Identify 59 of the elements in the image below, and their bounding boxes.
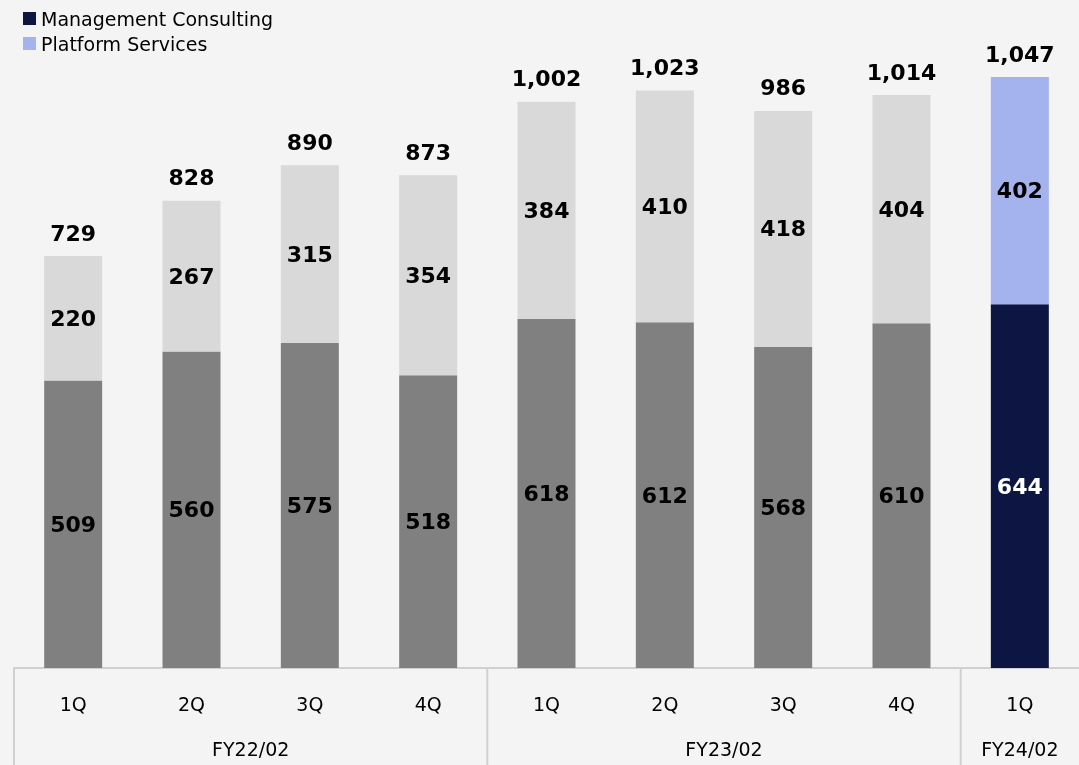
bar	[399, 375, 458, 668]
data-label: 315	[286, 241, 333, 267]
bar	[162, 200, 221, 352]
data-label: 644	[996, 473, 1043, 499]
data-label: 612	[641, 482, 688, 508]
data-label: 404	[878, 196, 925, 222]
total-label: 1,014	[866, 59, 937, 85]
data-label: 518	[405, 509, 452, 535]
total-label: 729	[50, 220, 97, 246]
bar	[754, 347, 813, 668]
data-label: 384	[523, 197, 570, 223]
x-tick-label: 2Q	[651, 692, 679, 715]
data-label: 618	[523, 480, 570, 506]
data-label: 267	[168, 263, 215, 289]
bar	[990, 77, 1049, 305]
data-label: 575	[286, 493, 333, 519]
x-tick-label: 1Q	[1006, 692, 1034, 715]
data-label: 354	[405, 262, 452, 288]
legend-label: Platform Services	[41, 32, 208, 55]
total-label: 873	[405, 139, 452, 165]
total-label: 986	[760, 75, 807, 101]
x-tick-label: 2Q	[177, 692, 206, 715]
x-tick-label: 3Q	[769, 692, 797, 715]
bar	[44, 256, 103, 381]
bar	[399, 175, 458, 376]
data-label: 509	[50, 511, 97, 537]
bar	[872, 95, 931, 324]
legend-label: Management Consulting	[41, 7, 274, 30]
data-label: 220	[50, 305, 97, 331]
data-label: 418	[760, 216, 807, 242]
x-tick-label: 3Q	[296, 692, 324, 715]
bar	[872, 323, 931, 668]
bar	[635, 322, 694, 668]
x-tick-label: 4Q	[887, 692, 916, 715]
text: FY22/02	[212, 738, 290, 760]
total-label: 828	[168, 165, 215, 191]
data-label: 568	[760, 495, 807, 521]
x-tick-label: 1Q	[59, 692, 87, 715]
bar	[517, 101, 576, 319]
bar	[990, 304, 1049, 668]
data-label: 402	[996, 178, 1043, 204]
bar	[635, 90, 694, 323]
bar	[280, 165, 339, 344]
bar	[44, 380, 103, 668]
text: FY24/02	[981, 738, 1059, 760]
total-label: 1,023	[630, 55, 700, 81]
bar	[280, 343, 339, 668]
bar	[754, 110, 813, 348]
data-label: 560	[168, 497, 215, 523]
total-label: 1,002	[511, 66, 582, 92]
total-label: 890	[286, 129, 333, 155]
x-tick-label: 1Q	[532, 692, 561, 715]
bar	[517, 318, 576, 668]
x-tick-label: 4Q	[414, 692, 442, 715]
data-label: 610	[878, 483, 925, 509]
total-label: 1,047	[985, 41, 1055, 67]
text: FY23/02	[685, 738, 763, 760]
data-label: 410	[641, 193, 688, 219]
bar	[162, 351, 221, 668]
